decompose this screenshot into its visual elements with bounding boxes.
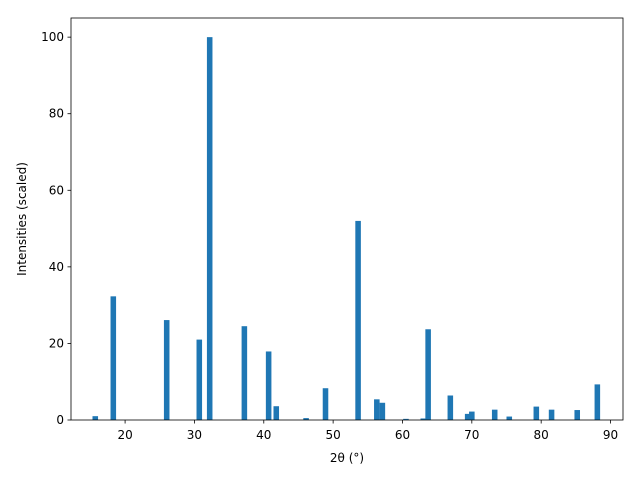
y-tick-label: 40 xyxy=(49,260,64,274)
y-axis-ticks: 0 20 40 60 80 100 xyxy=(41,30,71,427)
bar xyxy=(322,388,329,420)
bars xyxy=(92,37,601,421)
bar xyxy=(355,220,361,420)
bar xyxy=(265,351,272,420)
bar xyxy=(491,409,498,420)
y-tick-label: 100 xyxy=(41,30,64,44)
bar xyxy=(241,326,248,420)
bar xyxy=(206,37,213,421)
y-tick-label: 0 xyxy=(56,413,64,427)
bar xyxy=(594,384,601,420)
x-axis-ticks: 20 30 40 50 60 70 80 90 xyxy=(117,420,618,442)
bar xyxy=(273,406,280,420)
x-tick-label: 90 xyxy=(603,428,618,442)
bar xyxy=(196,339,203,420)
y-axis-label: Intensities (scaled) xyxy=(15,162,29,276)
bar xyxy=(92,416,99,420)
x-tick-label: 30 xyxy=(187,428,202,442)
x-tick-label: 70 xyxy=(464,428,479,442)
x-tick-label: 60 xyxy=(395,428,410,442)
y-tick-label: 20 xyxy=(49,336,64,350)
bar xyxy=(163,320,170,420)
bar xyxy=(533,406,540,420)
bar xyxy=(303,418,309,420)
bar xyxy=(425,329,431,420)
bar xyxy=(506,416,513,420)
x-tick-label: 80 xyxy=(534,428,549,442)
x-tick-label: 50 xyxy=(325,428,340,442)
bar xyxy=(469,411,475,420)
bar xyxy=(374,399,380,420)
x-tick-label: 40 xyxy=(256,428,271,442)
bar xyxy=(574,410,581,420)
y-tick-label: 60 xyxy=(49,183,64,197)
bar xyxy=(379,402,386,420)
bar xyxy=(420,418,427,420)
bar xyxy=(403,418,409,420)
bar xyxy=(447,395,454,420)
bar xyxy=(110,296,117,420)
bar xyxy=(464,413,471,420)
y-tick-label: 80 xyxy=(49,107,64,121)
plot-frame xyxy=(70,17,624,421)
x-axis-label: 2θ (°) xyxy=(330,451,364,465)
bar xyxy=(548,409,555,420)
x-tick-label: 20 xyxy=(117,428,132,442)
